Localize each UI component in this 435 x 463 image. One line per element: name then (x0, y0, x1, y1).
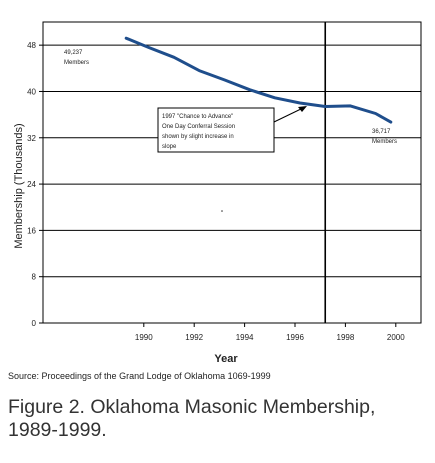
gridlines (43, 44, 421, 278)
y-tick-label: 24 (27, 180, 36, 189)
y-tick-label: 32 (27, 134, 36, 143)
svg-text:Members: Members (372, 139, 397, 145)
plot-frame (42, 21, 422, 324)
caption-line-1: Figure 2. Oklahoma Masonic Membership, (8, 396, 376, 418)
annotation-box: 1997 "Chance to Advance" One Day Conferr… (157, 107, 275, 153)
svg-text:slope: slope (162, 144, 177, 150)
svg-text:Members: Members (64, 60, 89, 66)
y-axis: 0 8 16 24 32 40 48 (27, 41, 43, 328)
svg-text:36,717: 36,717 (372, 129, 391, 135)
membership-line (124, 36, 393, 124)
x-tick-label: 1994 (236, 333, 254, 342)
x-tick-label: 1990 (135, 333, 153, 342)
y-tick-label: 16 (27, 226, 36, 235)
y-tick-label: 40 (27, 87, 36, 96)
x-tick-label: 1996 (286, 333, 304, 342)
caption-line-2: 1989-1999. (8, 419, 107, 441)
end-annotation: 36,717 Members (372, 129, 397, 145)
start-annotation: 49,237 Members (64, 50, 89, 66)
y-tick-label: 0 (32, 319, 37, 328)
svg-text:1997 "Chance to Advance": 1997 "Chance to Advance" (162, 114, 233, 120)
svg-text:49,237: 49,237 (64, 50, 83, 56)
y-axis-title: Membership (Thousands) (13, 123, 25, 248)
chart: 0 8 16 24 32 40 48 1990 1992 1994 1996 1998 2000 Me… (13, 21, 422, 365)
annotation-arrow (273, 106, 307, 123)
x-tick-label: 1992 (185, 333, 203, 342)
y-tick-label: 48 (27, 41, 36, 50)
source-note: Source: Proceedings of the Grand Lodge o… (8, 371, 271, 381)
svg-text:One Day Conferral Session: One Day Conferral Session (162, 124, 235, 130)
svg-text:shown by slight increase in: shown by slight increase in (162, 134, 234, 140)
x-tick-label: 2000 (387, 333, 405, 342)
stray-dot (221, 210, 223, 212)
x-tick-label: 1998 (337, 333, 355, 342)
figure-caption: Figure 2. Oklahoma Masonic Membership, 1… (8, 396, 375, 442)
x-axis: 1990 1992 1994 1996 1998 2000 (135, 323, 405, 342)
y-tick-label: 8 (32, 273, 37, 282)
x-axis-title: Year (214, 353, 238, 365)
